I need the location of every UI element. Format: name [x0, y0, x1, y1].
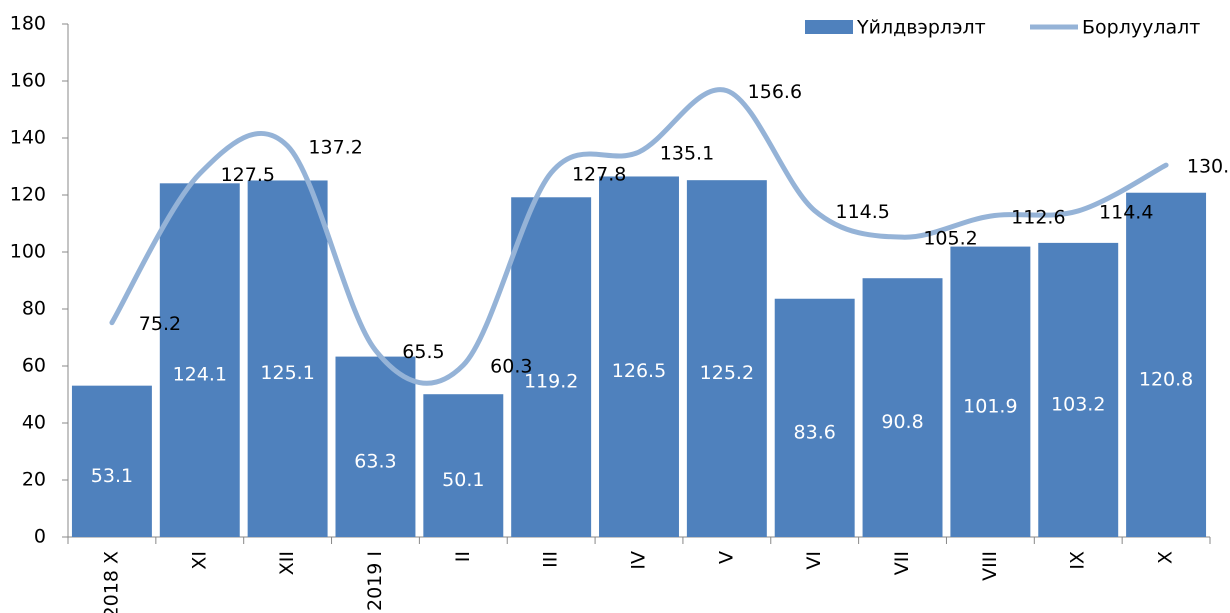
y-tick-label: 80 — [22, 298, 46, 320]
line-value-label: 114.5 — [835, 201, 889, 223]
bar-value-label: 101.9 — [963, 395, 1017, 417]
y-tick-label: 20 — [22, 469, 46, 491]
line-value-label: 75.2 — [139, 313, 181, 335]
bar-value-label: 63.3 — [354, 450, 396, 472]
x-tick-label: VII — [891, 551, 913, 575]
x-tick-label: IV — [628, 551, 650, 570]
y-tick-label: 160 — [10, 70, 46, 92]
bar — [247, 180, 328, 537]
bar — [159, 183, 240, 537]
x-tick-label: III — [540, 551, 562, 568]
x-tick-label: VIII — [979, 551, 1001, 581]
bar-value-label: 126.5 — [612, 360, 666, 382]
y-tick-label: 120 — [10, 184, 46, 206]
line-value-label: 65.5 — [402, 341, 444, 363]
bar — [71, 385, 152, 537]
bar-value-label: 90.8 — [881, 411, 923, 433]
legend-label: Борлуулалт — [1082, 17, 1200, 39]
y-tick-label: 100 — [10, 241, 46, 263]
x-tick-label: 2018 X — [100, 551, 122, 613]
x-tick-label: X — [1155, 551, 1177, 564]
line-value-label: 130.5 — [1187, 156, 1230, 178]
x-tick-label: IX — [1067, 551, 1089, 570]
bar — [335, 356, 416, 537]
line-value-label: 127.8 — [572, 163, 626, 185]
bar — [686, 180, 767, 537]
line-value-label: 105.2 — [923, 228, 977, 250]
bar-value-label: 125.1 — [260, 362, 314, 384]
x-tick-label: V — [715, 551, 737, 564]
line-value-label: 135.1 — [660, 142, 714, 164]
bar — [423, 394, 504, 537]
y-tick-label: 0 — [34, 526, 46, 548]
legend-label: Үйлдвэрлэлт — [856, 17, 986, 39]
legend-swatch — [805, 20, 853, 34]
bar — [774, 298, 855, 537]
bar — [511, 197, 592, 537]
x-tick-label: XII — [276, 551, 298, 575]
bar-value-label: 50.1 — [442, 469, 484, 491]
bar — [1038, 242, 1119, 537]
y-tick-label: 140 — [10, 127, 46, 149]
line-value-label: 114.4 — [1099, 201, 1153, 223]
bar-value-label: 119.2 — [524, 371, 578, 393]
y-tick-label: 60 — [22, 355, 46, 377]
y-tick-label: 180 — [10, 13, 46, 35]
bar — [599, 176, 679, 537]
x-tick-label: XI — [188, 551, 210, 570]
x-tick-label: 2019 I — [364, 551, 386, 611]
bar-value-label: 124.1 — [173, 364, 227, 386]
line-value-label: 60.3 — [490, 356, 532, 378]
line-value-label: 137.2 — [308, 136, 362, 158]
bar-value-label: 120.8 — [1139, 368, 1193, 390]
line — [109, 87, 1169, 386]
y-tick-label: 40 — [22, 412, 46, 434]
x-tick-label: II — [452, 551, 474, 562]
bar-value-label: 53.1 — [91, 465, 133, 487]
bar — [1126, 192, 1207, 537]
line-value-label: 112.6 — [1011, 207, 1065, 229]
line-value-label: 156.6 — [748, 81, 802, 103]
bar — [862, 278, 943, 537]
bar-value-label: 83.6 — [794, 421, 836, 443]
bar — [950, 246, 1031, 537]
bar-value-label: 103.2 — [1051, 393, 1105, 415]
line-value-label: 127.5 — [221, 164, 275, 186]
bar-value-label: 125.2 — [700, 362, 754, 384]
x-tick-label: VI — [803, 551, 825, 570]
